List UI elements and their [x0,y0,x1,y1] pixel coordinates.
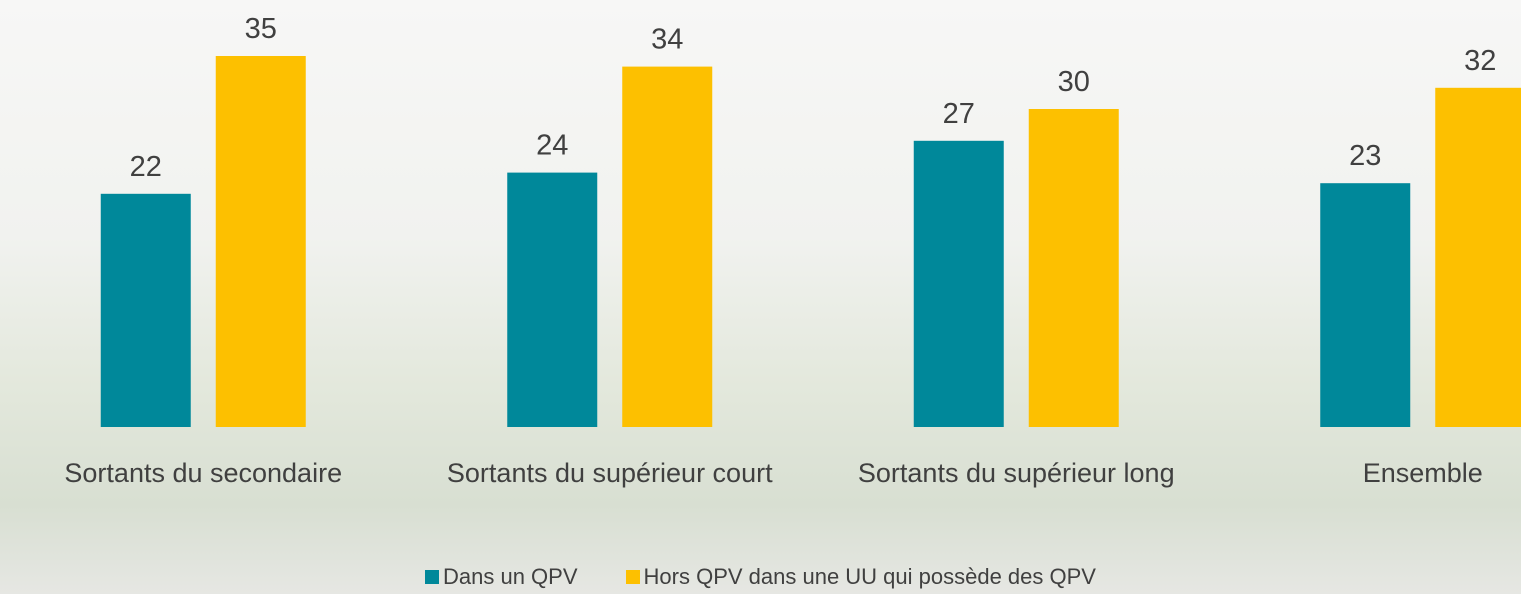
bar [1435,88,1521,427]
bar [507,173,597,427]
x-tick-label: Sortants du secondaire [8,455,398,491]
bar [1320,183,1410,427]
data-label: 24 [536,130,568,162]
x-tick-label: Ensemble [1228,455,1521,491]
data-label: 34 [651,24,683,56]
data-label: 23 [1349,140,1381,172]
page: {"chart_data": {"type": "bar", "categori… [0,0,1521,594]
bar [101,194,191,427]
data-label: 30 [1058,66,1090,98]
data-label: 32 [1464,45,1496,77]
data-label: 35 [245,13,277,45]
data-label: 22 [130,151,162,183]
legend-swatch [425,570,439,584]
chart: 22 35 24 34 27 30 23 32 [0,0,1521,594]
legend-swatch [626,570,640,584]
bar [622,67,712,427]
bar [914,141,1004,427]
x-tick-label: Sortants du supérieur court [415,455,805,491]
legend-item: Dans un QPV [425,564,578,590]
x-tick-label: Sortants du supérieur long [821,455,1211,491]
legend-label: Hors QPV dans une UU qui possède des QPV [644,564,1096,590]
legend: Dans un QPV Hors QPV dans une UU qui poss… [0,564,1521,590]
legend-label: Dans un QPV [443,564,578,590]
bar [216,56,306,427]
bar [1029,109,1119,427]
legend-item: Hors QPV dans une UU qui possède des QPV [626,564,1096,590]
data-label: 27 [943,98,975,130]
